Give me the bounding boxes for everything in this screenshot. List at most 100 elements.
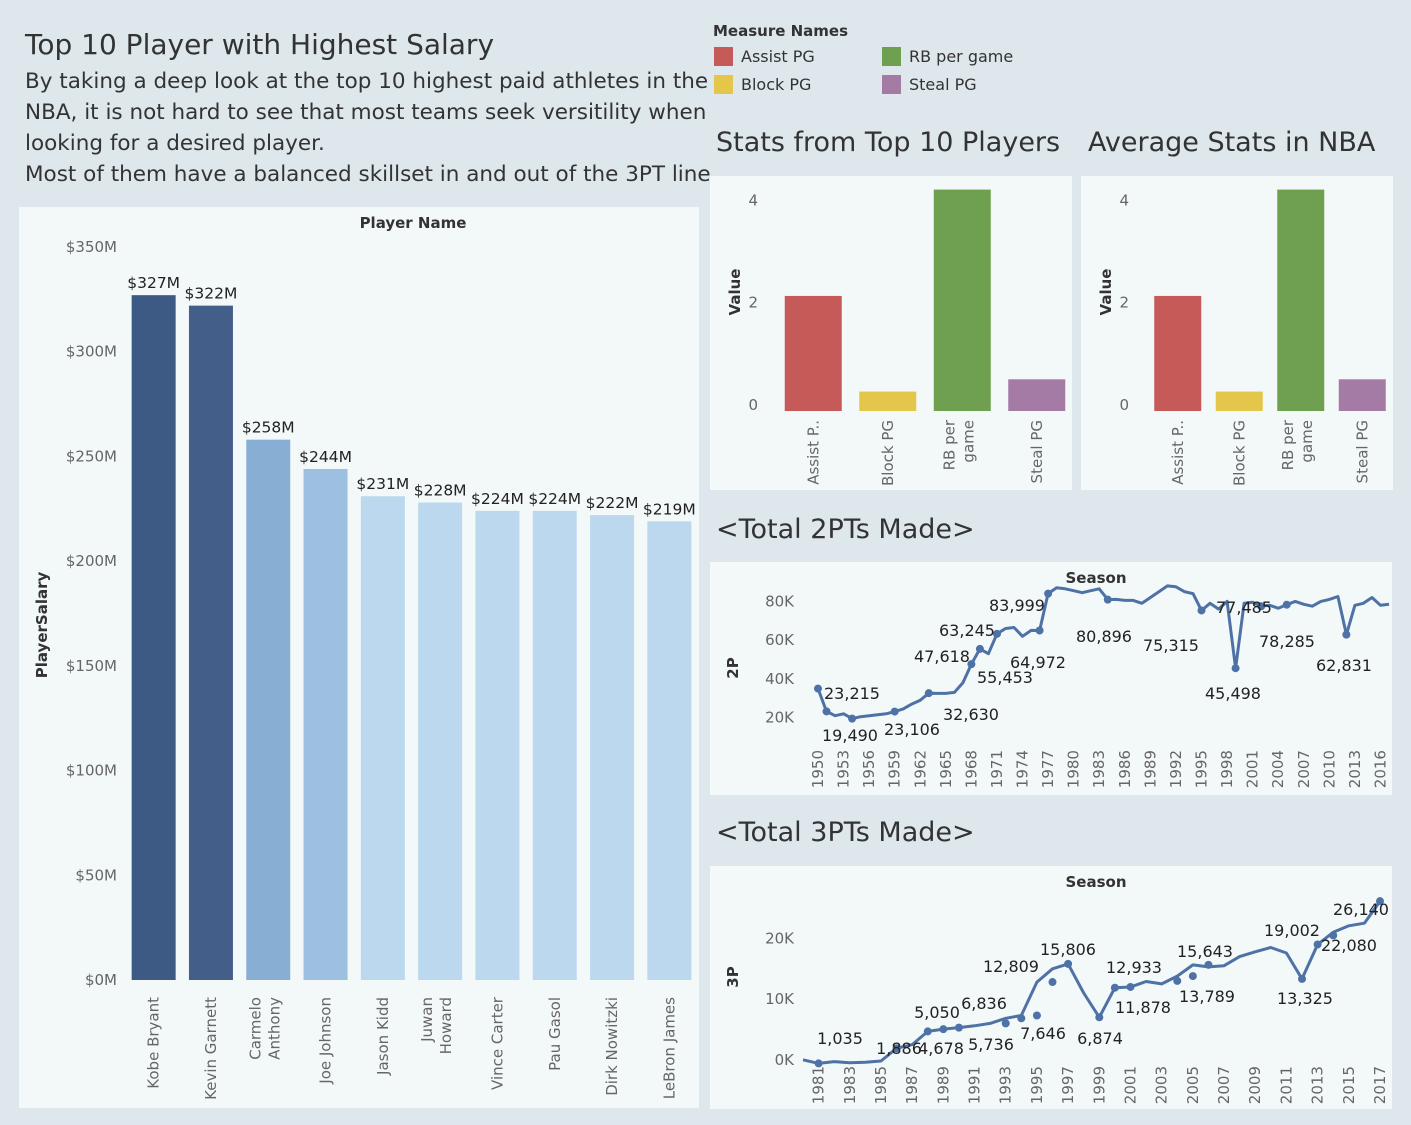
x-tick-label: 1959 xyxy=(886,750,904,788)
x-tick-label: 1997 xyxy=(1059,1066,1077,1104)
stat-bar xyxy=(859,391,917,411)
x-tick-label: 2017 xyxy=(1371,1066,1389,1104)
data-point xyxy=(1001,1019,1010,1028)
data-point xyxy=(1064,959,1073,968)
x-tick-label: 1968 xyxy=(962,750,980,788)
y-tick-label: 80K xyxy=(765,592,795,610)
description-line: By taking a deep look at the top 10 high… xyxy=(25,69,709,94)
point-value-label: 12,933 xyxy=(1106,958,1162,977)
data-point xyxy=(992,629,1001,638)
salary-bar xyxy=(188,305,233,980)
x-tick-label: 1986 xyxy=(1116,750,1134,788)
y-tick-label: $50M xyxy=(75,866,117,884)
x-tick-label: game xyxy=(959,420,977,463)
x-tick-label: 1953 xyxy=(835,750,853,788)
point-value-label: 26,140 xyxy=(1333,900,1389,919)
chart-title: Player Name xyxy=(360,214,467,232)
x-tick-label: Assist P.. xyxy=(1169,420,1187,485)
x-tick-label: 2013 xyxy=(1309,1066,1327,1104)
x-tick-label: Dirk Nowitzki xyxy=(603,997,621,1096)
legend-item-block[interactable]: Block PG xyxy=(714,75,811,94)
legend-label: Steal PG xyxy=(909,75,977,94)
point-value-label: 19,490 xyxy=(822,726,878,745)
y-axis-label: Value xyxy=(1097,269,1115,316)
point-value-label: 32,630 xyxy=(943,705,999,724)
data-point xyxy=(1095,1013,1104,1022)
data-point xyxy=(1188,972,1197,981)
x-tick-label: Carmelo xyxy=(246,997,264,1060)
point-value-label: 77,485 xyxy=(1216,598,1272,617)
y-tick-label: 20K xyxy=(765,929,795,947)
two-pt-line-chart[interactable]: Season 2P 20K 40K 60K 80K 1950 1953 1956 1959 1962… xyxy=(710,562,1392,795)
stat-bar xyxy=(1338,379,1386,411)
bar-value-label: $322M xyxy=(185,285,238,303)
salary-bar xyxy=(131,295,176,980)
legend-label: RB per game xyxy=(909,47,1014,66)
x-tick-label: 2016 xyxy=(1371,750,1389,788)
data-point xyxy=(892,1044,901,1053)
y-tick-label: 0K xyxy=(775,1051,796,1069)
x-tick-label: 2011 xyxy=(1277,1066,1295,1104)
data-point xyxy=(1204,960,1213,969)
x-tick-label: Juwan xyxy=(418,997,436,1043)
x-tick-label: 1977 xyxy=(1039,750,1057,788)
data-point xyxy=(924,689,933,698)
point-value-label: 22,080 xyxy=(1321,936,1377,955)
y-tick-label: $350M xyxy=(66,238,117,256)
y-axis-label: 3P xyxy=(724,966,742,987)
avg-stats-chart[interactable]: Value 0 2 4 Assist P.. Block PG RB per game Stea… xyxy=(1081,176,1393,490)
chart-title: Season xyxy=(1065,569,1126,587)
y-tick-label: 2 xyxy=(1119,294,1129,312)
stat-bar xyxy=(933,189,991,411)
x-tick-label: 1962 xyxy=(911,750,929,788)
point-value-label: 15,806 xyxy=(1040,940,1096,959)
point-value-label: 7,646 xyxy=(1020,1024,1066,1043)
legend-item-assist[interactable]: Assist PG xyxy=(714,47,815,66)
x-tick-label: 2004 xyxy=(1269,750,1287,788)
x-tick-label: Kevin Garnett xyxy=(202,997,220,1100)
x-tick-label: 1998 xyxy=(1218,750,1236,788)
bar-value-label: $231M xyxy=(356,475,409,493)
legend-item-rb[interactable]: RB per game xyxy=(882,47,1013,66)
data-point xyxy=(923,1027,932,1036)
x-tick-label: 1980 xyxy=(1065,750,1083,788)
y-tick-label: 10K xyxy=(765,990,795,1008)
stat-bar xyxy=(784,295,842,411)
data-point xyxy=(1197,606,1206,615)
bar-value-label: $224M xyxy=(528,490,581,508)
stat-bar xyxy=(1154,295,1202,411)
legend-item-steal[interactable]: Steal PG xyxy=(882,75,977,94)
salary-bar xyxy=(590,515,635,980)
legend-swatch xyxy=(882,47,901,66)
point-value-label: 12,809 xyxy=(983,957,1039,976)
point-value-label: 15,643 xyxy=(1177,942,1233,961)
stat-bar xyxy=(1215,391,1263,411)
data-point xyxy=(1342,630,1351,639)
point-value-label: 83,999 xyxy=(989,596,1045,615)
point-value-label: 45,498 xyxy=(1205,684,1261,703)
salary-bar-chart[interactable]: Player Name PlayerSalary $0M $50M $100M $150M… xyxy=(19,207,699,1108)
top10-stats-chart[interactable]: Value 0 2 4 Assist P.. Block PG RB per game Stea… xyxy=(710,176,1072,490)
point-value-label: 6,836 xyxy=(961,994,1007,1013)
y-axis-label: PlayerSalary xyxy=(33,572,51,679)
sheet-title-avg: Average Stats in NBA xyxy=(1088,127,1376,158)
data-point xyxy=(890,707,899,716)
data-point xyxy=(1231,664,1240,673)
y-tick-label: $300M xyxy=(66,343,117,361)
data-point xyxy=(1017,1014,1026,1023)
x-tick-label: 1983 xyxy=(841,1066,859,1104)
x-tick-label: Jason Kidd xyxy=(374,997,392,1076)
y-tick-label: 0 xyxy=(1119,396,1129,414)
dashboard-title: Top 10 Player with Highest Salary xyxy=(25,28,495,61)
point-value-label: 23,215 xyxy=(824,684,880,703)
point-value-label: 80,896 xyxy=(1076,627,1132,646)
x-tick-label: Howard xyxy=(437,997,455,1054)
salary-bar xyxy=(360,496,405,980)
x-tick-label: Vince Carter xyxy=(488,996,506,1090)
data-point xyxy=(1103,595,1112,604)
sheet-title-2pt: <Total 2PTs Made> xyxy=(716,514,975,545)
three-pt-line-chart[interactable]: Season 3P 0K 10K 20K 1981 1983 1985 1987 1989 1991… xyxy=(710,866,1392,1109)
bar-value-label: $219M xyxy=(643,500,696,518)
x-tick-label: LeBron James xyxy=(660,997,678,1099)
y-tick-label: 40K xyxy=(765,670,795,688)
